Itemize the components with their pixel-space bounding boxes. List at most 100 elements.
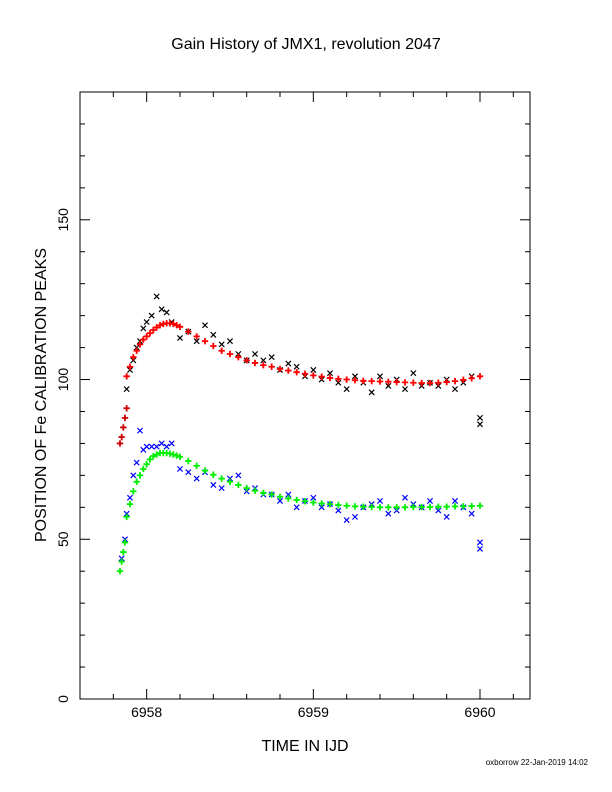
data-point <box>460 376 467 384</box>
data-point <box>451 377 459 385</box>
series-1 <box>123 320 484 387</box>
data-point <box>176 334 184 342</box>
data-point <box>140 465 147 473</box>
data-point <box>451 497 459 504</box>
data-point <box>126 500 134 508</box>
data-point <box>218 485 225 492</box>
data-point <box>476 539 484 546</box>
data-point <box>385 504 392 511</box>
data-point <box>351 373 359 380</box>
data-point <box>173 322 180 329</box>
data-point <box>218 347 225 354</box>
data-point <box>335 379 342 386</box>
data-point <box>468 375 475 382</box>
data-point <box>326 370 334 377</box>
data-point <box>326 500 334 508</box>
data-point <box>293 496 300 504</box>
data-point <box>360 377 367 385</box>
data-point <box>401 379 409 386</box>
data-point <box>143 318 150 326</box>
data-point <box>143 333 150 340</box>
data-point <box>143 460 150 468</box>
data-point <box>116 440 124 447</box>
data-point <box>136 472 144 479</box>
data-point <box>310 372 317 379</box>
data-point <box>351 376 359 384</box>
data-point <box>120 548 127 556</box>
axis-tick-labels: 6958 6959 6960 0 50 100 150 <box>55 208 496 720</box>
data-point <box>116 568 124 575</box>
data-point <box>126 363 134 370</box>
data-point <box>163 309 170 316</box>
data-point <box>166 450 174 457</box>
data-point <box>301 498 309 505</box>
data-point <box>426 379 434 387</box>
data-point <box>153 293 160 300</box>
data-point <box>285 367 292 374</box>
data-point <box>153 451 160 458</box>
data-point <box>468 502 475 510</box>
data-point <box>460 503 467 510</box>
data-point <box>158 440 165 447</box>
data-point <box>435 503 442 510</box>
data-point <box>376 378 384 385</box>
data-point <box>335 507 342 514</box>
data-point <box>310 499 317 506</box>
data-point <box>476 414 484 421</box>
data-point <box>426 503 434 511</box>
data-point <box>193 475 200 482</box>
data-point <box>435 379 442 386</box>
data-point <box>293 363 300 370</box>
data-point <box>226 478 234 485</box>
data-point <box>136 341 144 348</box>
data-point <box>146 456 154 463</box>
data-point <box>251 487 259 494</box>
data-point <box>148 443 155 450</box>
data-point <box>443 513 450 520</box>
data-point <box>148 312 155 319</box>
data-point <box>276 493 284 500</box>
data-point <box>351 503 359 510</box>
data-point <box>235 472 242 479</box>
data-point <box>210 471 217 478</box>
x-tick-label: 6960 <box>464 704 495 720</box>
data-point <box>476 373 484 380</box>
data-point <box>173 452 180 459</box>
series-3 <box>118 427 484 562</box>
x-tick-label: 6958 <box>131 704 162 720</box>
data-point <box>268 491 275 498</box>
data-point <box>170 320 177 328</box>
data-point <box>123 405 130 412</box>
series-0 <box>123 293 484 428</box>
data-point <box>150 453 157 460</box>
data-point <box>368 377 375 385</box>
data-point <box>260 361 267 369</box>
x-tick-label: 6959 <box>298 704 329 720</box>
data-point <box>130 472 137 479</box>
data-point <box>385 378 392 385</box>
data-point <box>343 517 350 524</box>
data-point <box>201 467 209 474</box>
data-point <box>393 504 400 511</box>
data-point <box>435 507 442 514</box>
data-point <box>130 488 137 495</box>
data-point <box>168 440 175 447</box>
data-point <box>136 427 144 434</box>
data-point <box>176 323 184 331</box>
plot-frame <box>79 91 531 700</box>
data-point <box>418 503 425 511</box>
data-point <box>210 342 217 350</box>
data-point <box>343 502 350 509</box>
data-point <box>121 414 129 422</box>
data-point <box>476 421 484 428</box>
data-point <box>376 504 384 511</box>
data-point <box>123 386 130 393</box>
data-point <box>410 503 417 511</box>
data-point <box>451 386 459 393</box>
data-point <box>293 368 300 376</box>
data-point <box>326 374 334 382</box>
data-point <box>140 325 147 332</box>
y-tick-label: 0 <box>55 695 71 703</box>
data-point <box>176 453 184 461</box>
data-point <box>451 503 459 510</box>
